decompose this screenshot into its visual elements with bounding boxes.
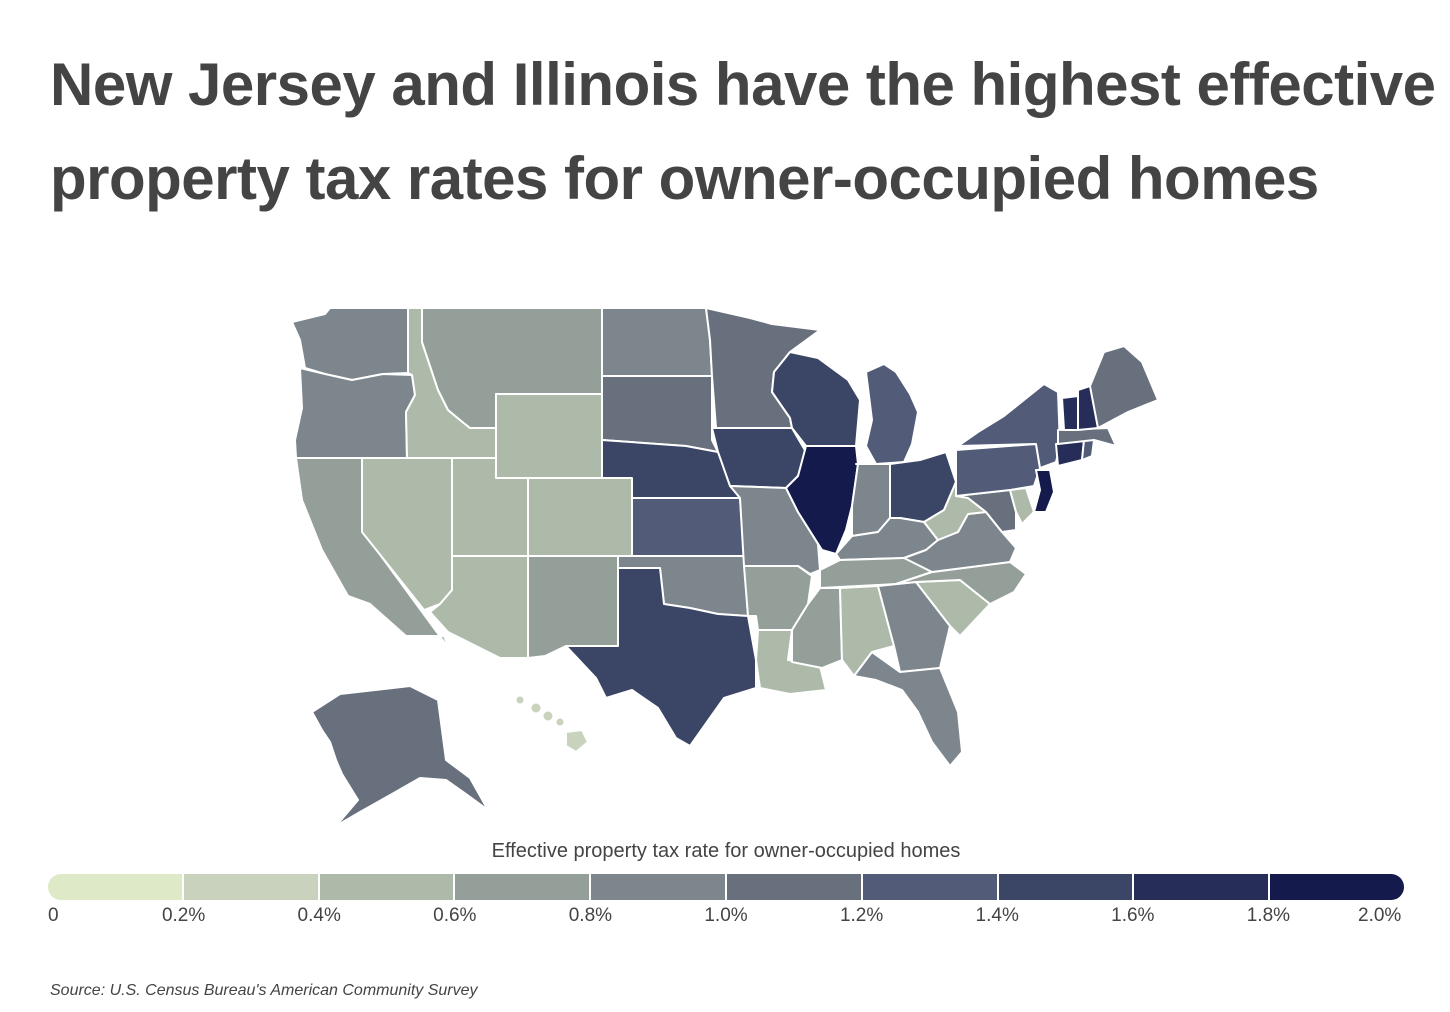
legend-swatch-4 <box>591 874 725 900</box>
legend-swatch-5 <box>726 874 861 900</box>
legend-swatch-9 <box>1270 874 1404 900</box>
state-me <box>1089 345 1159 429</box>
legend-color-bar <box>48 874 1404 900</box>
state-ks <box>631 497 745 557</box>
state-tx <box>565 567 757 747</box>
legend-tick-label: 1.6% <box>1111 905 1155 926</box>
legend-swatch-8 <box>1134 874 1269 900</box>
legend-swatch-0 <box>48 874 182 900</box>
state-nm <box>527 555 619 659</box>
legend-tick-label: 0.4% <box>297 905 341 926</box>
legend-title: Effective property tax rate for owner-oc… <box>491 840 961 862</box>
chart-title: New Jersey and Illinois have the highest… <box>50 38 1436 226</box>
state-hi <box>565 729 589 753</box>
state-nd <box>601 307 713 377</box>
legend-tick-label: 0 <box>48 905 59 926</box>
state-hi-island <box>530 702 542 714</box>
state-or <box>294 367 416 459</box>
state-wy <box>495 393 603 479</box>
legend-tick-label: 0.6% <box>433 905 477 926</box>
legend-swatch-1 <box>183 874 318 900</box>
state-hi-island <box>515 695 525 705</box>
state-hi-island <box>555 717 565 727</box>
legend-tick-label: 1.8% <box>1246 905 1291 926</box>
legend-swatch-2 <box>319 874 454 900</box>
legend-tick-label: 0.8% <box>568 905 613 926</box>
state-ma <box>1057 427 1117 447</box>
legend-swatch-6 <box>862 874 997 900</box>
legend-tick-label: 1.4% <box>975 905 1019 926</box>
state-ny <box>957 383 1061 469</box>
state-pa <box>955 443 1041 497</box>
title-line-2: property tax rates for owner-occupied ho… <box>50 145 1319 212</box>
legend-tick-label: 1.0% <box>704 905 748 926</box>
state-wa <box>291 307 409 381</box>
state-mi <box>865 363 919 465</box>
state-vt <box>1061 395 1079 431</box>
legend-tick-label: 0.2% <box>161 905 206 926</box>
state-hi-island <box>542 710 554 722</box>
source-note: Source: U.S. Census Bureau's American Co… <box>50 982 478 999</box>
state-ak <box>311 685 489 827</box>
state-fl <box>853 651 963 767</box>
state-ri <box>1081 439 1095 461</box>
legend-swatch-3 <box>455 874 590 900</box>
title-line-1: New Jersey and Illinois have the highest… <box>50 51 1436 118</box>
legend-swatch-7 <box>998 874 1133 900</box>
state-nj <box>1033 469 1055 513</box>
state-co <box>527 477 633 557</box>
legend-tick-label: 1.2% <box>839 905 884 926</box>
legend-tick-label: 2.0% <box>1358 905 1402 926</box>
